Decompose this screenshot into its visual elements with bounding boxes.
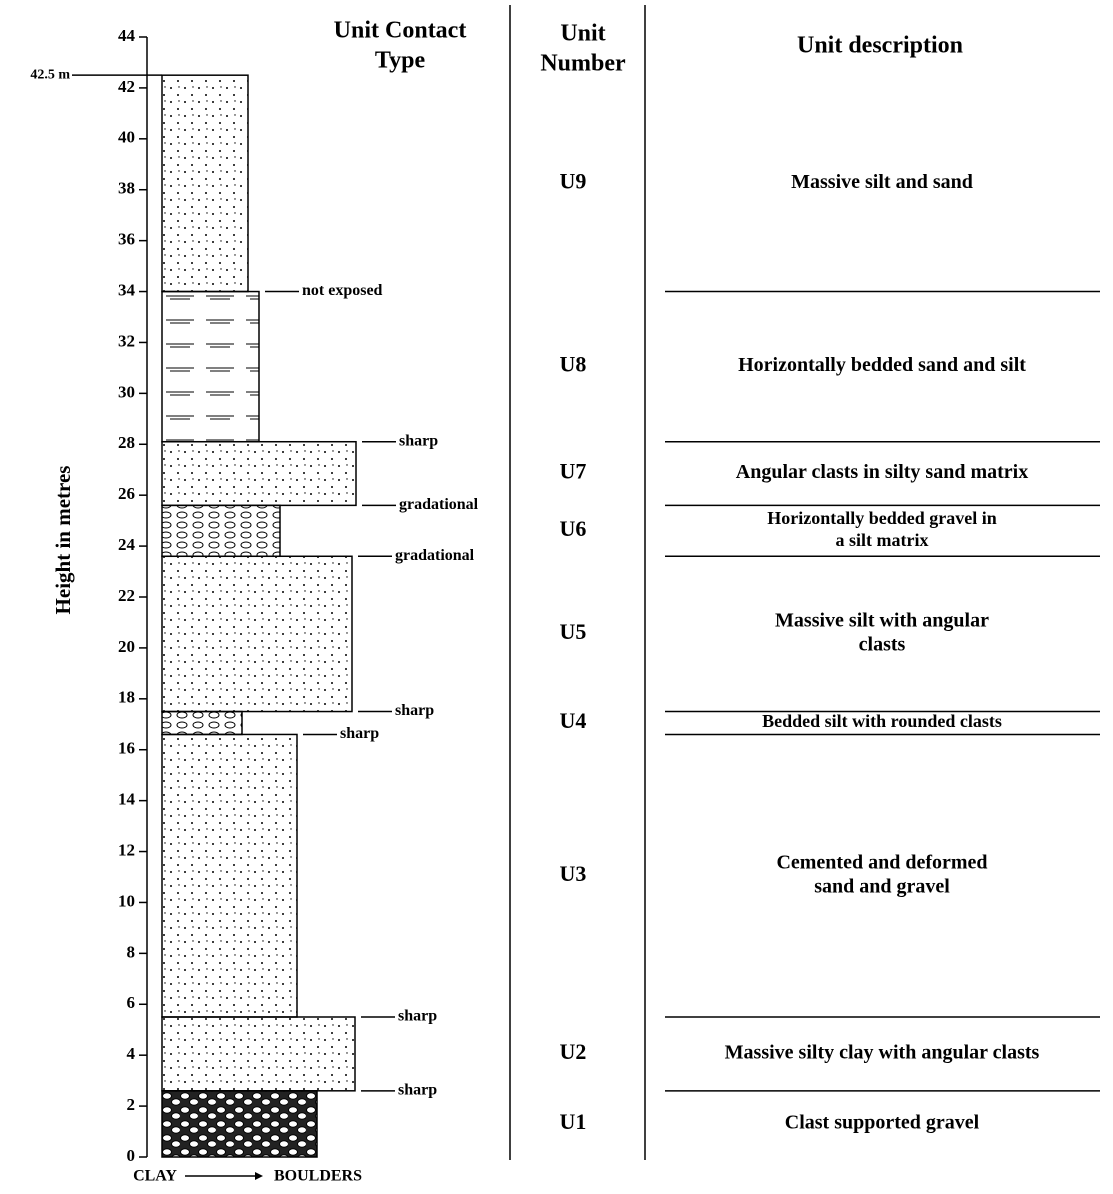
- tick-label: 42: [118, 77, 135, 96]
- tick-label: 6: [127, 993, 136, 1012]
- unit-number: U1: [560, 1109, 587, 1134]
- unit-description: Angular clasts in silty sand matrix: [736, 461, 1028, 483]
- tick-label: 32: [118, 331, 135, 350]
- unit-description: Clast supported gravel: [785, 1112, 980, 1134]
- unit-description: Massive silt and sand: [791, 171, 973, 193]
- contact-type: sharp: [398, 1008, 437, 1025]
- tick-label: 2: [127, 1095, 136, 1114]
- unit-number: U7: [560, 459, 587, 484]
- tick-label: 10: [118, 891, 135, 910]
- tick-label: 44: [118, 26, 136, 45]
- unit-box: [162, 1017, 355, 1091]
- contact-type: sharp: [395, 702, 434, 719]
- unit-box: [162, 292, 259, 442]
- unit-number: U6: [560, 516, 587, 541]
- stratigraphic-column: Unit Contact Type Unit Number Unit descr…: [0, 0, 1113, 1194]
- tick-label: 0: [127, 1146, 136, 1165]
- header: Unit Contact: [334, 18, 467, 44]
- unit-number: U2: [560, 1039, 587, 1064]
- tick-label: 8: [127, 942, 136, 961]
- tick-label: 16: [118, 739, 135, 758]
- unit-description: Bedded silt with rounded clasts: [762, 711, 1002, 731]
- unit-box: [162, 75, 248, 291]
- tick-label: 20: [118, 637, 135, 656]
- headers: Unit Contact Type Unit Number Unit descr…: [334, 18, 963, 77]
- tick-label: 34: [118, 280, 136, 299]
- header: Number: [540, 51, 626, 77]
- tick-label: 36: [118, 230, 135, 249]
- unit-box: [162, 556, 352, 711]
- unit-description: Massive silt with angular: [775, 610, 989, 632]
- scale-label: CLAY: [133, 1168, 177, 1185]
- contact-type: sharp: [398, 1081, 437, 1098]
- header: Type: [375, 48, 426, 74]
- scale-arrowhead: [255, 1172, 263, 1180]
- unit-description: Horizontally bedded gravel in: [767, 508, 997, 528]
- unit-number: U9: [560, 168, 587, 193]
- unit-number: U5: [560, 619, 587, 644]
- unit-box: [162, 734, 297, 1017]
- tick-label: 24: [118, 535, 136, 554]
- contact-type: not exposed: [302, 282, 383, 299]
- unit-description: Massive silty clay with angular clasts: [725, 1042, 1040, 1064]
- tick-label: 18: [118, 688, 135, 707]
- tick-label: 28: [118, 433, 135, 452]
- axis-label: Height in metres: [51, 466, 75, 615]
- top-marker-label: 42.5 m: [30, 67, 70, 82]
- tick-label: 40: [118, 128, 135, 147]
- unit-box: [162, 1091, 317, 1157]
- unit-number: U8: [560, 352, 587, 377]
- unit-description: Cemented and deformed: [776, 851, 987, 873]
- header: Unit: [560, 21, 605, 47]
- unit-box: [162, 442, 356, 506]
- tick-label: 38: [118, 179, 135, 198]
- tick-label: 14: [118, 790, 136, 809]
- unit-description: clasts: [859, 634, 906, 656]
- tick-label: 12: [118, 840, 135, 859]
- tick-label: 26: [118, 484, 135, 503]
- tick-label: 4: [127, 1044, 136, 1063]
- unit-box: [162, 712, 242, 735]
- contact-type: gradational: [395, 547, 475, 564]
- contact-type: gradational: [399, 496, 479, 513]
- unit-description: a silt matrix: [836, 530, 929, 550]
- unit-description: Horizontally bedded sand and silt: [738, 354, 1026, 376]
- header: Unit description: [797, 33, 963, 59]
- scale-label: BOULDERS: [274, 1168, 362, 1185]
- contact-type: sharp: [399, 432, 438, 449]
- unit-number: U3: [560, 861, 587, 886]
- unit-description: sand and gravel: [814, 875, 950, 897]
- contact-type: sharp: [340, 725, 379, 742]
- tick-label: 30: [118, 382, 135, 401]
- unit-number: U4: [560, 708, 587, 733]
- unit-box: [162, 505, 280, 556]
- tick-label: 22: [118, 586, 135, 605]
